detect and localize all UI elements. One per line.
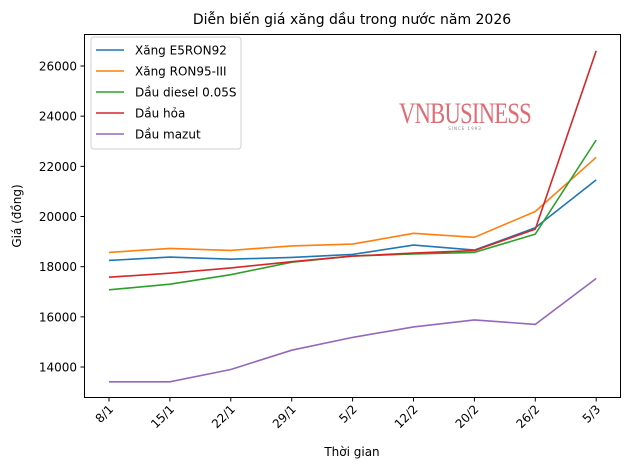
series-line-4 xyxy=(109,277,597,383)
series-line-1 xyxy=(108,156,597,254)
x-tick-label: 26/2 xyxy=(513,402,542,431)
y-tick-label: 16000 xyxy=(39,310,77,324)
y-axis-label: Giá (đồng) xyxy=(10,184,24,247)
y-tick-label: 24000 xyxy=(39,110,77,124)
watermark-since-text: SINCE 1993 xyxy=(448,126,481,131)
legend-label-3: Dầu hỏa xyxy=(135,107,185,121)
x-tick-label: 12/2 xyxy=(392,402,421,431)
x-tick-label: 29/1 xyxy=(270,402,299,431)
series-line-3 xyxy=(108,50,597,278)
series-line-2 xyxy=(108,139,597,291)
x-tick-label: 20/2 xyxy=(453,402,482,431)
x-tick-label: 5/3 xyxy=(580,402,604,426)
series-line-0 xyxy=(108,179,597,262)
watermark-logo-text: VNBUSINESS xyxy=(399,97,531,130)
chart-title: Diễn biến giá xăng dầu trong nước năm 20… xyxy=(193,11,511,28)
x-tick-label: 8/1 xyxy=(93,402,117,426)
x-axis-label: Thời gian xyxy=(323,445,379,459)
y-tick-label: 22000 xyxy=(39,160,77,174)
x-tick-label: 22/1 xyxy=(209,402,238,431)
series-lines xyxy=(108,50,597,383)
y-tick-label: 18000 xyxy=(39,260,77,274)
legend-label-0: Xăng E5RON92 xyxy=(135,44,227,58)
legend: Xăng E5RON92 Xăng RON95-III Dầu diesel 0.0… xyxy=(90,36,242,150)
y-axis: 14000 16000 18000 20000 22000 24000 26000 xyxy=(39,60,85,375)
legend-box xyxy=(90,36,242,150)
x-axis: 8/1 15/1 22/1 29/1 5/2 12/2 20/2 26/2 5/3 xyxy=(93,397,604,431)
x-tick-label: 15/1 xyxy=(148,402,177,431)
legend-label-4: Dầu mazut xyxy=(135,128,201,142)
y-tick-label: 26000 xyxy=(39,60,77,74)
x-tick-label: 5/2 xyxy=(336,402,360,426)
y-tick-label: 14000 xyxy=(39,361,77,375)
y-tick-label: 20000 xyxy=(39,210,77,224)
legend-label-1: Xăng RON95-III xyxy=(135,65,227,79)
legend-label-2: Dầu diesel 0.05S xyxy=(135,86,236,100)
vnbusiness-watermark: VNBUSINESS SINCE 1993 xyxy=(399,97,532,131)
